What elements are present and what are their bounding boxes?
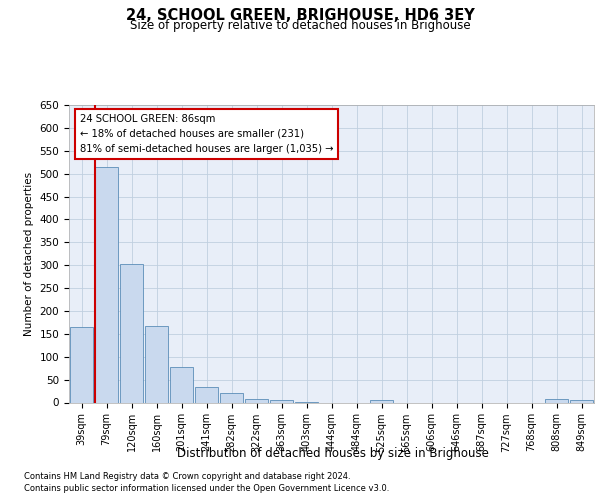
Bar — [119, 264, 143, 402]
Bar — [220, 394, 244, 402]
Bar — [194, 388, 218, 402]
Text: Distribution of detached houses by size in Brighouse: Distribution of detached houses by size … — [177, 448, 489, 460]
Text: 24 SCHOOL GREEN: 86sqm
← 18% of detached houses are smaller (231)
81% of semi-de: 24 SCHOOL GREEN: 86sqm ← 18% of detached… — [79, 114, 333, 154]
Text: 24, SCHOOL GREEN, BRIGHOUSE, HD6 3EY: 24, SCHOOL GREEN, BRIGHOUSE, HD6 3EY — [125, 8, 475, 22]
Text: Contains HM Land Registry data © Crown copyright and database right 2024.: Contains HM Land Registry data © Crown c… — [24, 472, 350, 481]
Bar — [145, 326, 169, 402]
Bar — [269, 400, 293, 402]
Text: Size of property relative to detached houses in Brighouse: Size of property relative to detached ho… — [130, 19, 470, 32]
Bar — [545, 400, 568, 402]
Bar — [245, 400, 268, 402]
Bar — [95, 167, 118, 402]
Bar — [170, 368, 193, 402]
Bar — [370, 400, 394, 402]
Bar — [70, 327, 94, 402]
Bar — [569, 400, 593, 402]
Y-axis label: Number of detached properties: Number of detached properties — [24, 172, 34, 336]
Text: Contains public sector information licensed under the Open Government Licence v3: Contains public sector information licen… — [24, 484, 389, 493]
